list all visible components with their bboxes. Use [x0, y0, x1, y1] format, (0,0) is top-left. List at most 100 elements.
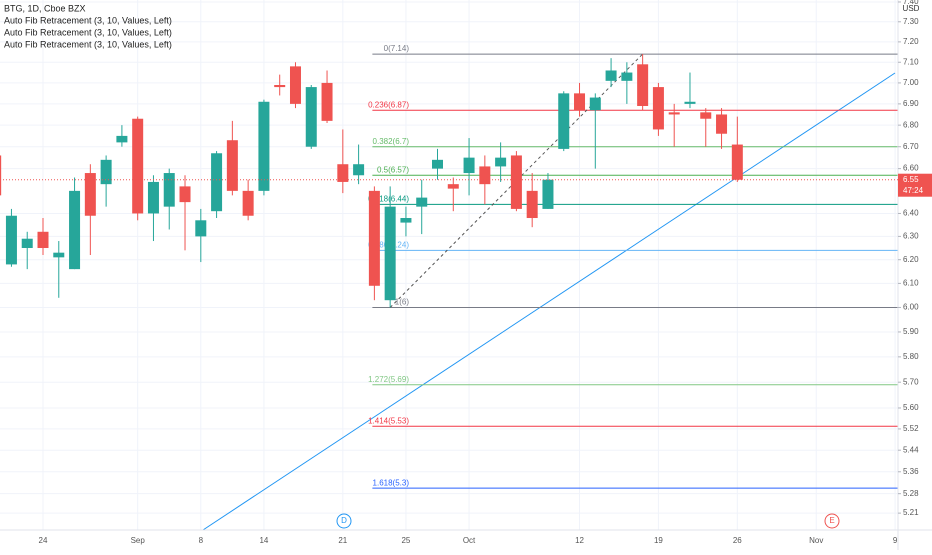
indicator-legend: Auto Fib Retracement (3, 10, Values, Lef…: [4, 39, 172, 49]
candle-body: [384, 206, 396, 301]
y-tick-label: 6.80: [903, 120, 919, 129]
x-tick-label: 14: [259, 536, 268, 545]
candle-body: [53, 252, 65, 258]
candle-body: [21, 238, 33, 249]
x-tick-label: 21: [338, 536, 347, 545]
fib-label: 0.382(6.7): [373, 137, 410, 146]
candle-body: [463, 157, 475, 174]
x-tick-label: 19: [654, 536, 663, 545]
y-tick-label: 5.28: [903, 489, 919, 498]
symbol-legend: BTG, 1D, Cboe BZX: [4, 3, 86, 13]
candle-body: [526, 190, 538, 219]
fib-label: 1.272(5.69): [368, 375, 409, 384]
candle-body: [242, 190, 254, 216]
x-tick-label: 12: [575, 536, 584, 545]
candle-body: [368, 190, 380, 286]
fib-label: 0.236(6.87): [368, 100, 409, 109]
candle-body: [5, 215, 17, 265]
candle-body: [274, 84, 286, 88]
candle-body: [305, 87, 317, 147]
y-tick-label: 7.10: [903, 57, 919, 66]
earnings-event[interactable]: [824, 513, 840, 529]
candle-body: [700, 112, 712, 119]
candle-body: [668, 112, 680, 115]
y-tick-label: 7.40: [903, 0, 919, 6]
candle-body: [589, 97, 601, 111]
y-tick-label: 6.10: [903, 279, 919, 288]
y-tick-label: 5.21: [903, 508, 919, 517]
x-tick-label: Oct: [463, 536, 476, 545]
candle-body: [337, 164, 349, 182]
candle-body: [416, 197, 428, 207]
y-tick-label: 6.90: [903, 99, 919, 108]
candle-body: [432, 159, 443, 169]
candle-body: [211, 153, 223, 212]
candle-body: [495, 157, 507, 167]
x-tick-label: 25: [401, 536, 410, 545]
x-tick-label: 24: [39, 536, 48, 545]
candle-body: [179, 186, 191, 203]
x-tick-label: 9: [893, 536, 898, 545]
candle-body: [100, 159, 112, 185]
y-tick-label: 5.90: [903, 327, 919, 336]
candle-body: [37, 231, 49, 249]
fib-label: 0.618(6.44): [368, 194, 409, 203]
event-label: D: [341, 516, 347, 525]
indicator-legend: Auto Fib Retracement (3, 10, Values, Lef…: [4, 15, 172, 25]
y-tick-label: 6.20: [903, 255, 919, 264]
candle-body: [447, 184, 459, 189]
candle-body: [69, 190, 81, 270]
y-tick-label: 6.60: [903, 164, 919, 173]
candle-body: [558, 93, 570, 149]
fib-label: 0(7.14): [384, 44, 410, 53]
candle-body: [621, 72, 633, 81]
last-price-box: [898, 173, 932, 197]
countdown-label: 47:24: [903, 186, 924, 195]
fib-label: 0.5(6.57): [377, 165, 409, 174]
currency: USD: [903, 4, 920, 13]
candle-body: [652, 87, 664, 130]
candle-body: [605, 70, 617, 81]
y-tick-label: 7.00: [903, 78, 919, 87]
fib-label: 1.618(5.3): [373, 478, 410, 487]
indicator-legend: Auto Fib Retracement (3, 10, Values, Lef…: [4, 27, 172, 37]
x-tick-label: Sep: [131, 536, 146, 545]
candle-body: [400, 218, 412, 223]
candle-body: [716, 114, 728, 134]
candle-body: [637, 64, 649, 106]
axes: 7.40 7.30 7.20 7.10 7.00 6.90 6.80 6.70 6.60 6.40…: [39, 0, 920, 545]
candle-body: [195, 220, 207, 237]
x-tick-label: Nov: [809, 536, 823, 545]
grid: [0, 0, 898, 530]
candle-body: [321, 82, 333, 121]
y-tick-label: 5.80: [903, 352, 919, 361]
candle-body: [510, 155, 522, 209]
y-tick-label: 7.20: [903, 37, 919, 46]
fib-label: 1(6): [395, 298, 410, 307]
fib-label: 1.414(5.53): [368, 416, 409, 425]
x-tick-label: 8: [199, 536, 204, 545]
candle-body: [542, 179, 554, 209]
candle-body: [684, 101, 696, 104]
y-tick-label: 5.70: [903, 377, 919, 386]
candle-body: [147, 181, 159, 214]
candle-body: [163, 173, 175, 207]
y-tick-label: 5.44: [903, 445, 919, 454]
y-tick-label: 6.70: [903, 142, 919, 151]
y-tick-label: 5.60: [903, 403, 919, 412]
candle-body: [731, 144, 743, 180]
x-tick-label: 26: [733, 536, 742, 545]
y-tick-label: 5.36: [903, 467, 919, 476]
candle-body: [84, 173, 96, 216]
dividend-event[interactable]: [336, 513, 352, 529]
candle-body: [258, 101, 270, 191]
y-tick-label: 5.52: [903, 424, 919, 433]
candle-body: [574, 93, 586, 111]
y-tick-label: 6.40: [903, 209, 919, 218]
last-price-label: 6.55: [903, 175, 919, 184]
y-tick-label: 7.30: [903, 17, 919, 26]
trend-line: [202, 72, 896, 531]
candle-body: [116, 135, 128, 143]
